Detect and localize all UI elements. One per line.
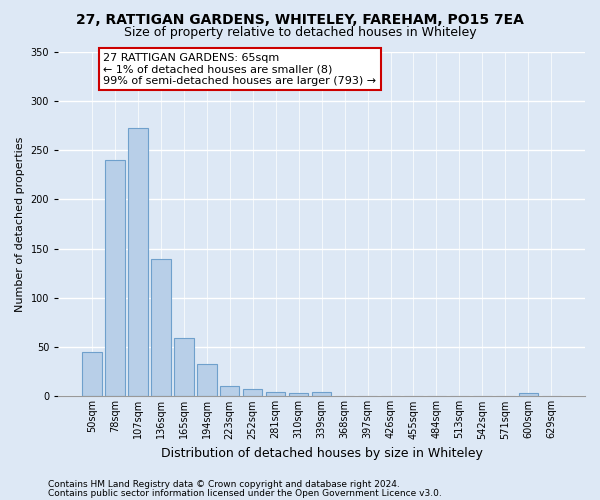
- Bar: [518, 394, 538, 396]
- Bar: [174, 338, 194, 396]
- Bar: [289, 394, 308, 396]
- Bar: [220, 386, 239, 396]
- Bar: [128, 128, 148, 396]
- X-axis label: Distribution of detached houses by size in Whiteley: Distribution of detached houses by size …: [161, 447, 482, 460]
- Y-axis label: Number of detached properties: Number of detached properties: [15, 136, 25, 312]
- Text: 27, RATTIGAN GARDENS, WHITELEY, FAREHAM, PO15 7EA: 27, RATTIGAN GARDENS, WHITELEY, FAREHAM,…: [76, 12, 524, 26]
- Text: 27 RATTIGAN GARDENS: 65sqm
← 1% of detached houses are smaller (8)
99% of semi-d: 27 RATTIGAN GARDENS: 65sqm ← 1% of detac…: [103, 53, 377, 86]
- Bar: [151, 260, 170, 396]
- Bar: [197, 364, 217, 396]
- Bar: [312, 392, 331, 396]
- Bar: [105, 160, 125, 396]
- Bar: [82, 352, 101, 397]
- Text: Size of property relative to detached houses in Whiteley: Size of property relative to detached ho…: [124, 26, 476, 39]
- Text: Contains HM Land Registry data © Crown copyright and database right 2024.: Contains HM Land Registry data © Crown c…: [48, 480, 400, 489]
- Bar: [243, 390, 262, 396]
- Text: Contains public sector information licensed under the Open Government Licence v3: Contains public sector information licen…: [48, 488, 442, 498]
- Bar: [266, 392, 286, 396]
